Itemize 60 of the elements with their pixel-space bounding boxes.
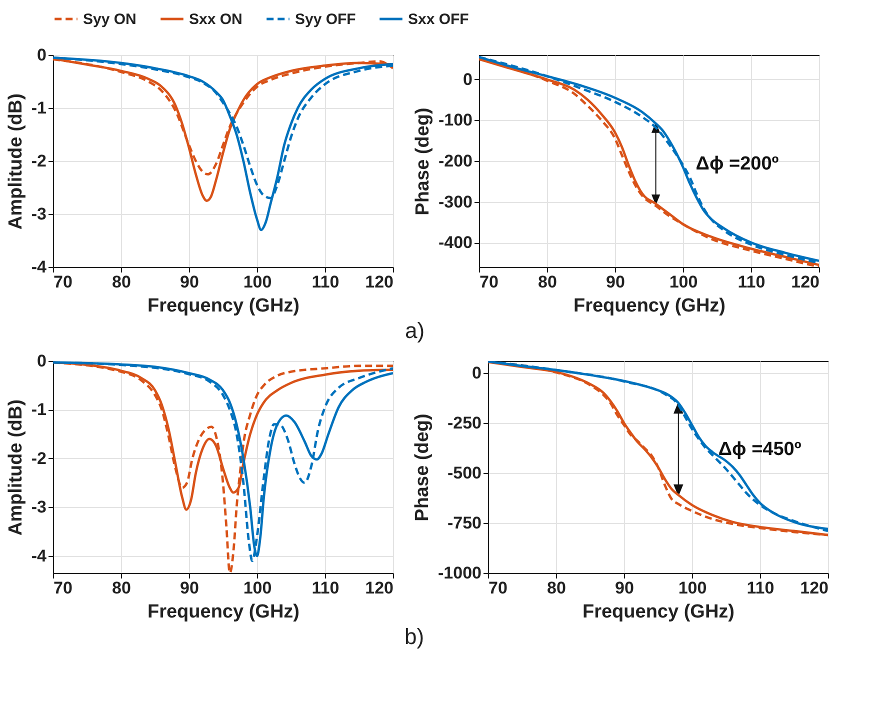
y-axis-title: Phase (deg) — [412, 414, 434, 522]
x-tick-label: 110 — [746, 578, 774, 598]
x-tick-label: 70 — [480, 272, 498, 292]
x-tick-label: 100 — [669, 272, 698, 292]
y-tick-label: -300 — [438, 192, 472, 212]
x-tick-label: 120 — [800, 578, 828, 598]
x-axis-title: Frequency (GHz) — [147, 296, 300, 316]
y-tick-label: 0 — [463, 70, 472, 89]
y-tick-label: -2 — [31, 448, 46, 468]
x-tick-label: 80 — [112, 272, 131, 292]
y-tick-label: 0 — [37, 352, 46, 370]
text: b) — [404, 624, 424, 649]
x-tick-label: 110 — [312, 578, 340, 598]
y-tick-label: 0 — [37, 46, 46, 64]
x-tick-label: 80 — [538, 272, 557, 292]
y-axis-title: Phase (deg) — [412, 108, 434, 216]
x-tick-label: 100 — [243, 578, 272, 598]
x-tick-label: 90 — [180, 272, 199, 292]
y-tick-label: -2 — [31, 152, 46, 170]
y-tick-label: -4 — [31, 546, 48, 566]
y-axis-title: Amplitude (dB) — [5, 93, 26, 230]
annotation: Δϕ =450º — [718, 439, 802, 460]
x-tick-label: 90 — [180, 578, 199, 598]
x-tick-label: 70 — [54, 578, 72, 598]
x-tick-label: 70 — [54, 272, 72, 292]
x-tick-label: 70 — [488, 578, 508, 598]
x-tick-label: 120 — [365, 578, 394, 598]
legend-label: Sxx ON — [189, 11, 242, 28]
x-axis-title: Frequency (GHz) — [582, 602, 735, 622]
y-tick-label: -250 — [447, 414, 482, 432]
y-tick-label: -4 — [31, 258, 48, 276]
y-tick-label: -1 — [31, 98, 46, 118]
x-tick-label: 80 — [547, 578, 566, 598]
legend-label: Sxx OFF — [408, 11, 469, 28]
x-tick-label: 90 — [606, 272, 625, 292]
y-tick-label: 0 — [472, 364, 482, 382]
y-axis-title: Amplitude (dB) — [5, 399, 26, 536]
legend-label: Syy OFF — [295, 11, 356, 28]
y-tick-label: -750 — [447, 514, 482, 532]
y-tick-label: -3 — [31, 204, 46, 224]
y-tick-label: -1 — [31, 400, 46, 420]
x-tick-label: 120 — [791, 272, 820, 292]
text: a) — [404, 318, 425, 343]
y-tick-label: -1000 — [438, 564, 482, 582]
annotation: Δϕ =200º — [696, 154, 779, 175]
x-tick-label: 110 — [312, 272, 340, 292]
x-tick-label: 100 — [678, 578, 707, 598]
x-tick-label: 100 — [243, 272, 272, 292]
x-axis-title: Frequency (GHz) — [573, 296, 726, 316]
y-tick-label: -3 — [31, 498, 46, 517]
y-tick-label: -500 — [447, 464, 482, 482]
y-tick-label: -100 — [438, 110, 472, 130]
y-tick-label: -400 — [438, 233, 472, 252]
x-tick-label: 110 — [738, 272, 766, 292]
x-tick-label: 120 — [365, 272, 394, 292]
legend-label: Syy ON — [83, 11, 136, 28]
y-tick-label: -200 — [438, 152, 472, 170]
x-axis-title: Frequency (GHz) — [147, 602, 300, 622]
x-tick-label: 90 — [615, 578, 634, 598]
x-tick-label: 80 — [112, 578, 131, 598]
